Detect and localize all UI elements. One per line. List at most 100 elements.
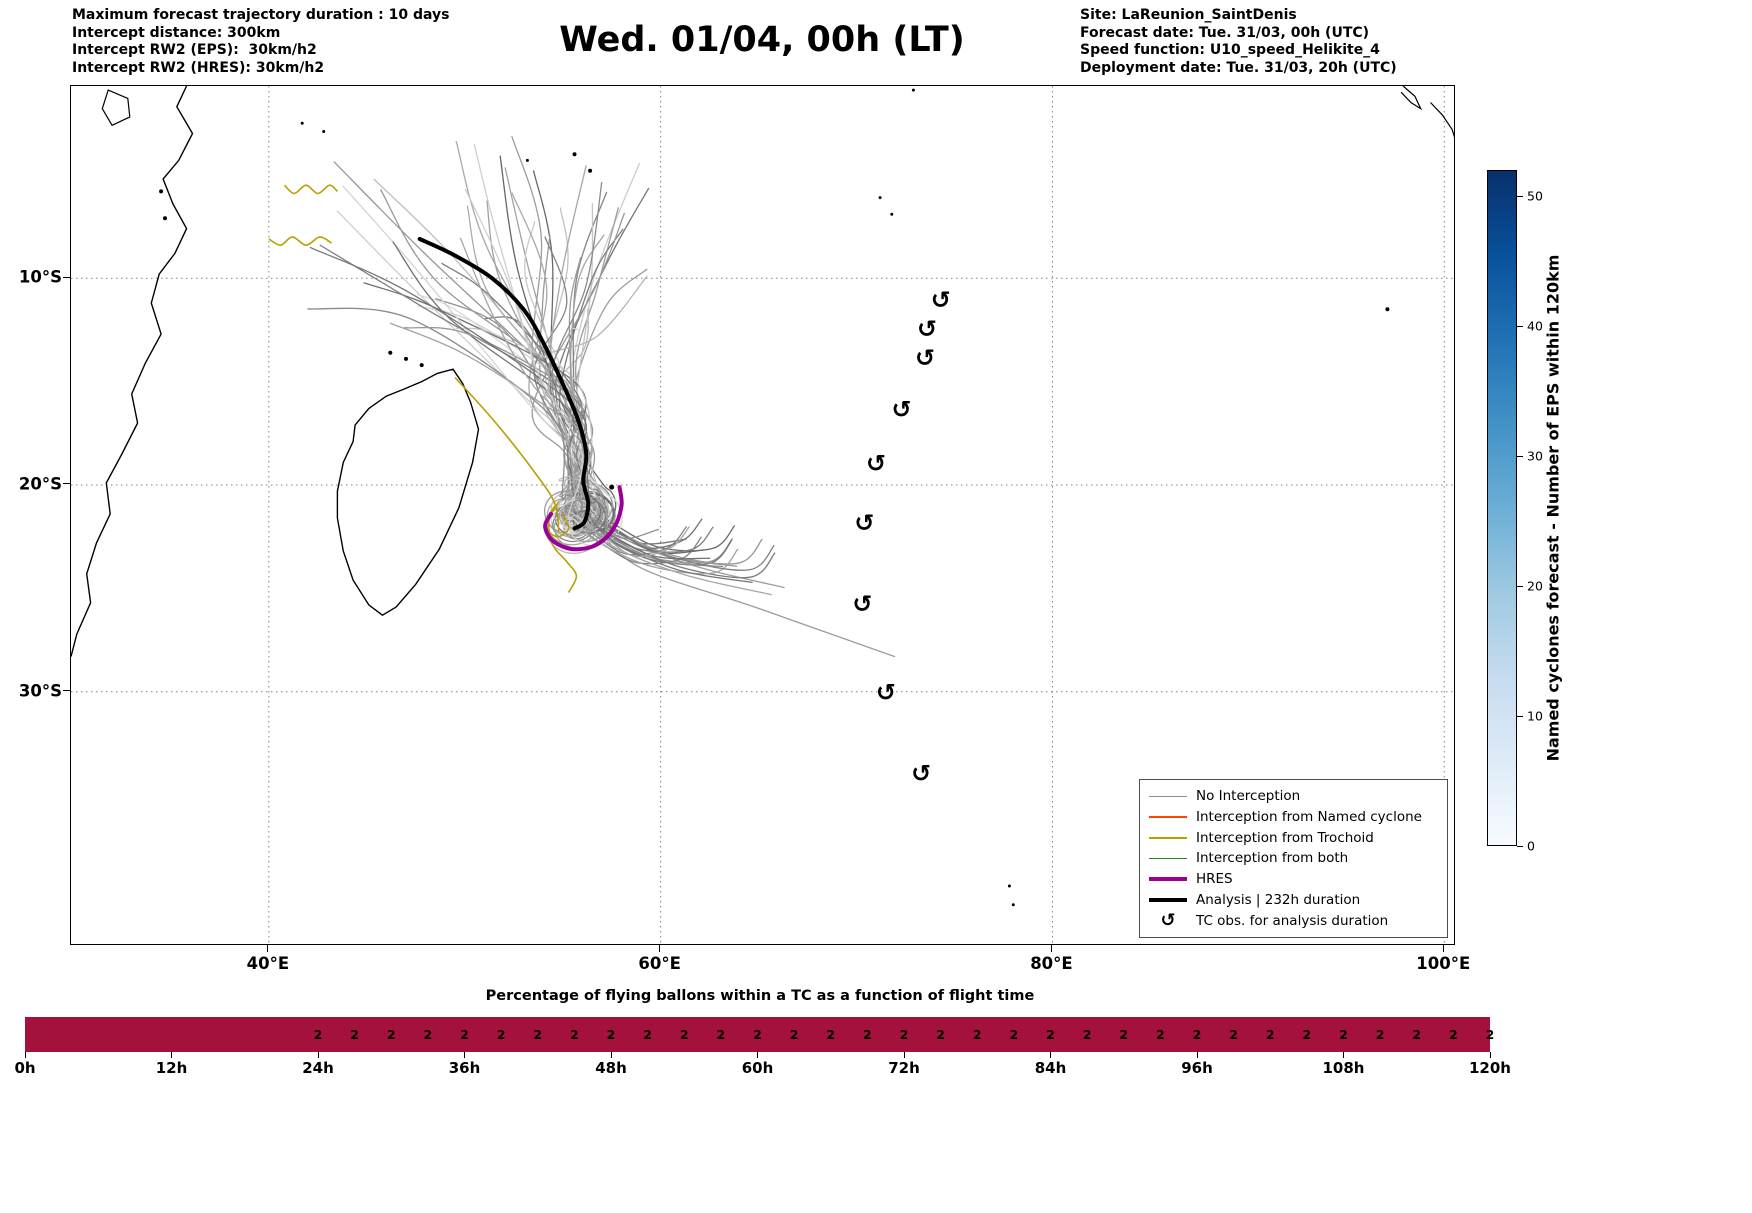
tc-observation-marker: ↺	[866, 449, 886, 477]
colorbar-label: Named cyclones forecast - Number of EPS …	[1543, 254, 1563, 762]
site-info-line: Site: LaReunion_SaintDenis	[1080, 7, 1297, 23]
colorbar-tick-mark	[1517, 455, 1523, 457]
colorbar-tick-label: 30	[1527, 448, 1543, 464]
island-dot	[572, 152, 577, 157]
legend-item-tc-obs: ↺ TC obs. for analysis duration	[1149, 911, 1438, 931]
bottom-x-tick-label: 12h	[155, 1059, 188, 1077]
x-tick-mark	[659, 945, 661, 952]
colorbar-tick-label: 20	[1527, 578, 1543, 594]
legend-item-interception-both: Interception from both	[1149, 848, 1438, 868]
legend-item-label: Interception from Trochoid	[1196, 829, 1374, 846]
bar-value-label: 2	[1009, 1027, 1019, 1042]
legend-line	[1149, 816, 1187, 818]
bottom-x-tick-mark	[1196, 1052, 1198, 1058]
eps-member-trajectory	[455, 140, 604, 522]
island-coastline	[1430, 102, 1454, 138]
bar-value-label: 2	[1046, 1027, 1055, 1042]
config-line: Maximum forecast trajectory duration : 1…	[72, 7, 450, 23]
site-info-line: Deployment date: Tue. 31/03, 20h (UTC)	[1080, 59, 1397, 76]
bar-value-label: 2	[1156, 1027, 1165, 1042]
legend-item-no-interception: No Interception	[1149, 786, 1438, 806]
island-dot	[322, 130, 326, 133]
legend-item-interception-trochoid: Interception from Trochoid	[1149, 828, 1438, 848]
y-tick-label: 30°S	[18, 681, 62, 701]
bottom-x-tick-mark	[464, 1052, 465, 1058]
y-tick-mark	[63, 483, 70, 485]
bottom-x-tick-mark	[24, 1052, 26, 1058]
legend-item-interception-named-cyclone: Interception from Named cyclone	[1149, 807, 1438, 827]
trochoid-interception-trajectory	[454, 376, 560, 533]
x-tick-label: 80°E	[1030, 954, 1073, 973]
config-line: Intercept distance: 300km	[72, 24, 281, 41]
lake-victoria-outline	[101, 89, 131, 127]
tc-observation-marker: ↺	[917, 315, 937, 343]
eps-member-trajectory	[464, 188, 584, 535]
bar-value-label: 2	[1412, 1027, 1422, 1042]
bottom-x-tick-mark	[757, 1052, 758, 1058]
colorbar-tick-label: 40	[1527, 318, 1543, 334]
x-tick-mark	[1442, 945, 1444, 952]
island-dot	[525, 158, 529, 162]
island-dot	[911, 88, 915, 92]
bar-value-label: 2	[789, 1027, 799, 1042]
trochoid-interception-trajectory	[283, 184, 338, 195]
tc-observation-marker: ↺	[854, 509, 874, 537]
y-tick-mark	[63, 690, 70, 692]
bottom-x-tick-label: 72h	[888, 1059, 920, 1077]
island-dot	[300, 121, 304, 125]
colorbar-tick-label: 0	[1527, 838, 1535, 854]
legend-line-sample	[1149, 816, 1187, 818]
map-legend: No Interception Interception from Named c…	[1139, 779, 1448, 938]
site-info-block: Site: LaReunion_SaintDenis Forecast date…	[1080, 7, 1397, 77]
legend-line	[1149, 857, 1187, 860]
island-dot	[588, 168, 593, 173]
bottom-x-tick-label: 120h	[1469, 1059, 1511, 1077]
legend-item-analysis: Analysis | 232h duration	[1149, 890, 1438, 910]
balloon-percentage-bar	[25, 1017, 1490, 1052]
eps-member-trajectory	[532, 170, 736, 552]
island-coastline	[1400, 86, 1423, 111]
bottom-x-tick-mark	[610, 1052, 612, 1058]
tc-observation-marker: ↺	[911, 759, 931, 787]
bottom-x-tick-label: 0h	[14, 1059, 36, 1077]
legend-line	[1149, 897, 1187, 902]
bottom-x-tick-label: 96h	[1181, 1059, 1213, 1077]
island-dot	[404, 356, 408, 361]
bottom-x-tick-mark	[1343, 1052, 1344, 1058]
bottom-x-tick-mark	[1050, 1052, 1051, 1058]
bar-value-label: 2	[1485, 1027, 1495, 1042]
bottom-x-tick-label: 60h	[741, 1059, 774, 1077]
tc-observation-marker: ↺	[931, 286, 951, 314]
legend-item-label: TC obs. for analysis duration	[1196, 912, 1389, 929]
island-dot	[1007, 884, 1011, 888]
x-tick-mark	[267, 945, 269, 952]
run-config-block: Maximum forecast trajectory duration : 1…	[72, 7, 449, 77]
island-dot	[890, 212, 894, 216]
bar-value-label: 2	[496, 1027, 506, 1042]
africa-coastline	[71, 86, 194, 657]
bottom-x-tick-label: 108h	[1322, 1059, 1365, 1077]
bar-value-label: 2	[423, 1027, 433, 1042]
legend-line-sample	[1149, 857, 1187, 860]
bar-value-label: 2	[460, 1027, 469, 1042]
site-info-line: Speed function: U10_speed_Helikite_4	[1080, 42, 1380, 58]
bar-value-label: 2	[753, 1027, 762, 1042]
bar-value-label: 2	[716, 1027, 726, 1042]
bottom-x-tick-mark	[1489, 1052, 1491, 1058]
colorbar-tick-mark	[1517, 195, 1523, 197]
tc-observation-marker: ↺	[852, 590, 872, 618]
bar-value-label: 2	[972, 1027, 982, 1042]
colorbar-tick-mark	[1517, 325, 1523, 327]
legend-item-label: HRES	[1196, 871, 1233, 888]
bar-value-label: 2	[826, 1027, 836, 1042]
bar-value-label: 2	[1375, 1027, 1385, 1042]
bar-value-label: 2	[313, 1027, 323, 1042]
analysis-track	[417, 237, 591, 531]
trajectory-map-plot: ↺↺↺↺↺↺↺↺↺	[71, 86, 1454, 944]
figure-title: Wed. 01/04, 00h (LT)	[559, 20, 965, 60]
bottom-x-tick-mark	[903, 1052, 905, 1058]
legend-line-sample	[1149, 795, 1187, 798]
x-tick-label: 40°E	[246, 954, 290, 973]
bar-value-label: 2	[1192, 1027, 1202, 1042]
